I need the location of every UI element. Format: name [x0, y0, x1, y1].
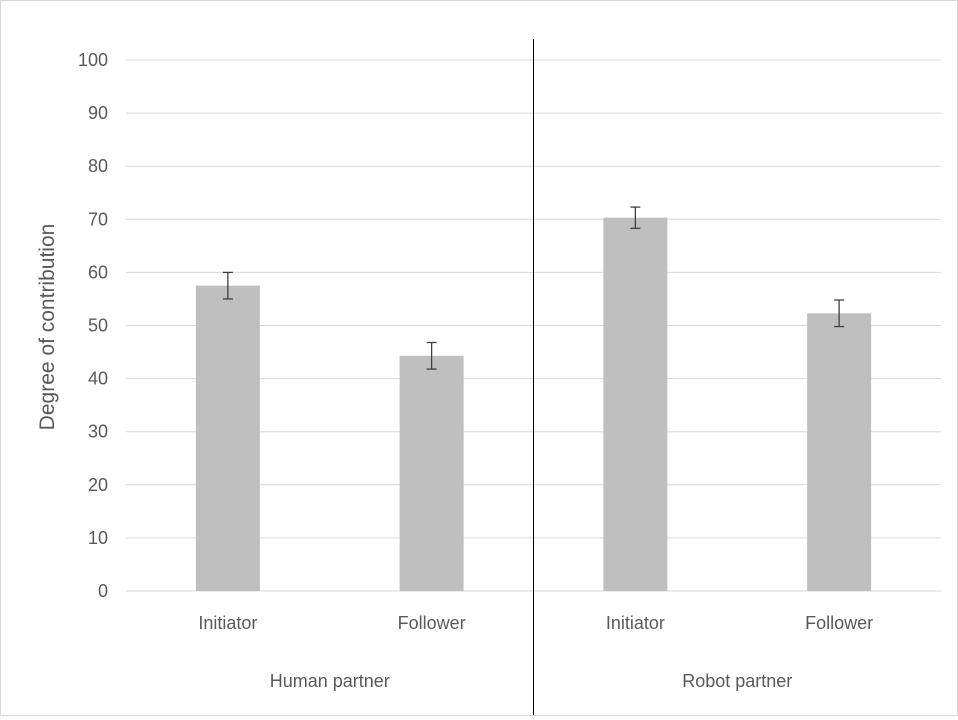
- bar: [195, 285, 260, 591]
- axis-labels: 0 10 20 30 40 50 60 70 80 90 100 Initiator Follower H…: [78, 50, 873, 691]
- y-tick-label: 70: [88, 209, 108, 229]
- bar: [807, 313, 872, 591]
- category-label: Follower: [805, 613, 873, 633]
- y-tick-label: 40: [88, 369, 108, 389]
- y-tick-label: 50: [88, 316, 108, 336]
- y-tick-label: 60: [88, 262, 108, 282]
- bar: [603, 217, 668, 591]
- y-tick-label: 20: [88, 475, 108, 495]
- y-tick-label: 0: [98, 581, 108, 601]
- y-axis-title: Degree of contribution: [36, 224, 59, 431]
- y-tick-label: 10: [88, 528, 108, 548]
- y-tick-label: 30: [88, 422, 108, 442]
- group-label: Human partner: [270, 671, 390, 691]
- error-bars: [222, 206, 845, 370]
- y-tick-label: 100: [78, 50, 108, 70]
- category-label: Initiator: [606, 613, 665, 633]
- y-tick-label: 90: [88, 103, 108, 123]
- group-label: Robot partner: [682, 671, 792, 691]
- category-label: Initiator: [198, 613, 257, 633]
- y-tick-label: 80: [88, 156, 108, 176]
- bars: [195, 217, 872, 591]
- bar: [399, 355, 464, 591]
- category-label: Follower: [398, 613, 466, 633]
